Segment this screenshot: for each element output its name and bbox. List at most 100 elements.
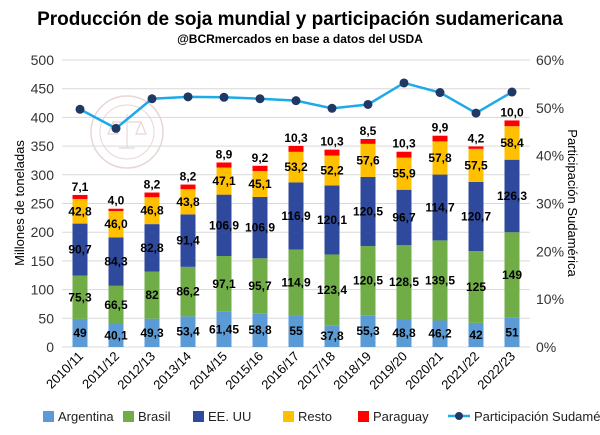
legend-label: EE. UU: [208, 409, 251, 424]
y-tick-label: 450: [31, 81, 55, 97]
line-point: [291, 96, 301, 106]
bar-segment-resto: [180, 189, 196, 215]
y2-tick-label: 0%: [536, 339, 556, 355]
legend-swatch: [358, 411, 369, 422]
data-label: 4,0: [108, 194, 125, 208]
bar-segment-paraguay: [396, 151, 412, 158]
data-label: 58,8: [248, 323, 272, 337]
bar-segment-paraguay: [252, 165, 268, 172]
bar-segment-brasil: [360, 246, 376, 316]
bar-segment-brasil: [324, 254, 340, 326]
y-axis-right: 0% 10% 20% 30% 40% 50% 60%: [536, 52, 564, 355]
bar-segment-argentina: [468, 322, 484, 347]
data-label: 53,4: [176, 325, 200, 339]
y-tick-label: 0: [46, 339, 54, 355]
line-point: [255, 94, 265, 104]
bar-segment-argentina: [108, 323, 124, 347]
bar-segment-resto: [108, 211, 124, 238]
y-tick-label: 350: [31, 138, 55, 154]
data-label: 42,8: [68, 204, 92, 218]
bar-segment-brasil: [72, 275, 88, 319]
bar-segment-paraguay: [216, 162, 232, 168]
bar-segment-ee-uu: [216, 194, 232, 256]
data-label: 8,9: [216, 147, 233, 161]
bar-segment-brasil: [288, 249, 304, 316]
bar-segment-paraguay: [288, 145, 304, 152]
data-label: 114,7: [425, 200, 455, 214]
bar-segment-resto: [360, 143, 376, 177]
bar-segment-brasil: [432, 240, 448, 321]
bar-labels: 49 75,3 90,7 42,8 7,1 40,1 66,5 84,3 46,0 4,0 49,3…: [68, 105, 527, 343]
y-tick-label: 200: [31, 224, 55, 240]
legend-label: Participación Sudamérica: [474, 409, 600, 424]
bar-segment-argentina: [504, 317, 520, 347]
bar-segment-paraguay: [108, 208, 124, 212]
data-label: 82: [145, 288, 159, 302]
bar-segment-argentina: [432, 320, 448, 347]
bar-segment-paraguay: [72, 194, 88, 200]
y-tick-label: 300: [31, 167, 55, 183]
data-label: 97,1: [212, 277, 236, 291]
data-label: 10,0: [500, 105, 524, 119]
y2-tick-label: 50%: [536, 100, 564, 116]
bar-segment-ee-uu: [252, 196, 268, 259]
data-label: 4,2: [468, 131, 485, 145]
data-label: 120,7: [461, 210, 491, 224]
data-label: 9,2: [252, 151, 269, 165]
bar-segment-paraguay: [324, 149, 340, 156]
chart-title: Producción de soja mundial y participaci…: [37, 9, 563, 30]
y2-axis-label: Participación Sudamérica: [565, 129, 580, 277]
data-label: 8,2: [144, 178, 161, 192]
data-label: 91,4: [176, 234, 200, 248]
y2-tick-label: 20%: [536, 243, 564, 259]
data-label: 9,9: [432, 121, 449, 135]
data-label: 139,5: [425, 273, 455, 287]
line-point: [75, 104, 85, 114]
data-label: 10,3: [392, 137, 416, 151]
data-label: 75,3: [68, 290, 92, 304]
line-point: [327, 103, 337, 113]
bar-segment-argentina: [288, 315, 304, 347]
data-label: 95,7: [248, 279, 272, 293]
bar-segment-argentina: [360, 315, 376, 347]
data-label: 128,5: [389, 275, 419, 289]
bar-segment-argentina: [324, 325, 340, 347]
bars: [72, 120, 520, 347]
data-label: 120,5: [353, 274, 383, 288]
data-label: 48,8: [392, 326, 416, 340]
bar-segment-resto: [144, 197, 160, 225]
y-tick-label: 500: [31, 52, 55, 68]
data-label: 37,8: [320, 329, 344, 343]
bar-segment-brasil: [108, 285, 124, 324]
bar-segment-ee-uu: [360, 176, 376, 247]
data-label: 46,2: [428, 327, 452, 341]
bar-segment-paraguay: [144, 192, 160, 198]
legend-label: Paraguay: [373, 409, 429, 424]
line-point: [399, 78, 409, 88]
data-label: 46,0: [104, 217, 128, 231]
bar-segment-ee-uu: [144, 224, 160, 272]
data-label: 114,9: [281, 275, 311, 289]
line-point: [363, 99, 373, 109]
line-point: [219, 92, 229, 102]
legend-label: Resto: [298, 409, 332, 424]
data-label: 55,9: [392, 167, 416, 181]
legend-swatch: [193, 411, 204, 422]
line-point: [471, 108, 481, 118]
data-label: 45,1: [248, 177, 272, 191]
bar-segment-paraguay: [360, 138, 376, 144]
data-label: 55: [289, 324, 303, 338]
watermark-seal: [90, 95, 164, 169]
data-label: 120,5: [353, 205, 383, 219]
legend-label: Brasil: [138, 409, 171, 424]
bar-segment-resto: [396, 157, 412, 190]
y-axis-label: Millones de toneladas: [12, 140, 27, 266]
bar-segment-argentina: [396, 318, 412, 347]
data-label: 10,3: [284, 131, 308, 145]
data-label: 61,45: [209, 322, 239, 336]
y2-tick-label: 30%: [536, 196, 564, 212]
data-label: 116,9: [281, 209, 311, 223]
data-label: 46,8: [140, 204, 164, 218]
data-label: 57,5: [464, 158, 488, 172]
chart-subtitle: @BCRmercados en base a datos del USDA: [177, 32, 423, 46]
